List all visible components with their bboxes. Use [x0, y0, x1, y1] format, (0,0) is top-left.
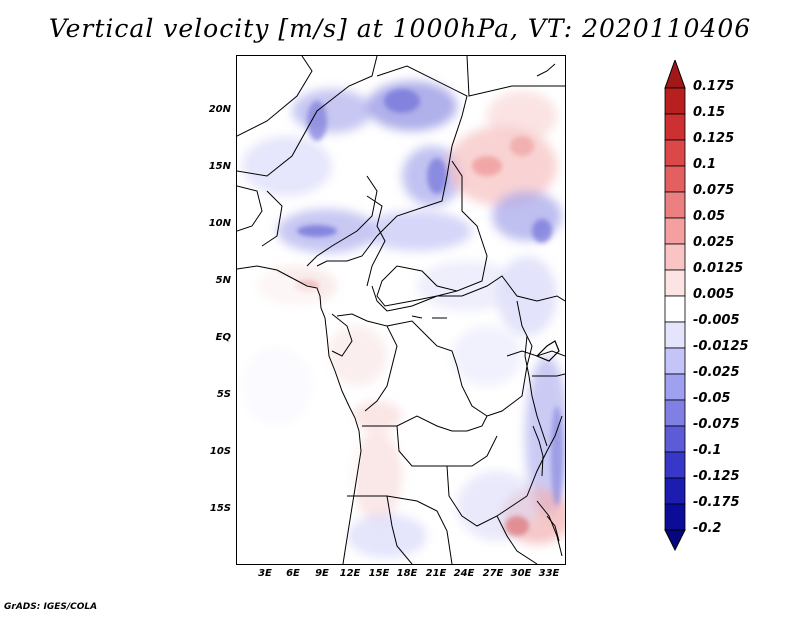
colorbar-segment: [664, 191, 686, 219]
colorbar-segment: [664, 87, 686, 115]
lon-label-27e: 27E: [482, 568, 504, 579]
colorbar-segment: [664, 139, 686, 167]
colorbar-label: 0.15: [693, 105, 726, 120]
colorbar-label: 0.05: [693, 209, 726, 224]
colorbar-segment: [664, 373, 686, 401]
colorbar-label: -0.05: [693, 391, 731, 406]
lat-label-5n: 5N: [215, 275, 231, 286]
map-title: Vertical velocity [m/s] at 1000hPa, VT: …: [48, 14, 752, 43]
colorbar-label: 0.075: [693, 183, 735, 198]
colorbar-top-arrow: [664, 60, 686, 89]
lon-label-9e: 9E: [315, 568, 329, 579]
colorbar-label: 0.175: [693, 79, 735, 94]
lat-label-eq: EQ: [215, 332, 231, 343]
lat-label-10n: 10N: [208, 218, 231, 229]
lon-label-15e: 15E: [368, 568, 390, 579]
map-svg: [237, 56, 565, 564]
lat-label-10s: 10S: [209, 446, 231, 457]
colorbar-label: 0.125: [693, 131, 735, 146]
colorbar-label: -0.005: [693, 313, 740, 328]
colorbar-segment: [664, 165, 686, 193]
colorbar-segment: [664, 243, 686, 271]
colorbar-segment: [664, 503, 686, 531]
colorbar-segment: [664, 451, 686, 479]
colorbar-segment: [664, 321, 686, 349]
colorbar-label: 0.0125: [693, 261, 744, 276]
colorbar-label: 0.005: [693, 287, 735, 302]
lat-label-15s: 15S: [209, 503, 231, 514]
lat-label-5s: 5S: [216, 389, 231, 400]
ocean-area: [237, 269, 362, 564]
colorbar-segment: [664, 477, 686, 505]
map-plot-area: [236, 55, 566, 565]
colorbar-label: -0.075: [693, 417, 740, 432]
lat-label-20n: 20N: [208, 104, 231, 115]
colorbar-label: -0.175: [693, 495, 740, 510]
lon-label-21e: 21E: [425, 568, 447, 579]
colorbar-segment: [664, 113, 686, 141]
colorbar-bottom-arrow: [664, 529, 686, 552]
lon-label-6e: 6E: [286, 568, 300, 579]
colorbar-segment: [664, 399, 686, 427]
lon-label-30e: 30E: [510, 568, 532, 579]
colorbar-label: 0.025: [693, 235, 735, 250]
lon-label-18e: 18E: [396, 568, 418, 579]
colorbar: [664, 60, 686, 552]
colorbar-segment: [664, 295, 686, 323]
lon-label-24e: 24E: [453, 568, 475, 579]
colorbar-label: -0.0125: [693, 339, 749, 354]
lon-label-12e: 12E: [339, 568, 361, 579]
colorbar-segment: [664, 425, 686, 453]
lon-label-33e: 33E: [538, 568, 560, 579]
colorbar-segment: [664, 269, 686, 297]
lat-label-15n: 15N: [208, 161, 231, 172]
grads-credit: GrADS: IGES/COLA: [4, 602, 98, 612]
lon-label-3e: 3E: [258, 568, 272, 579]
colorbar-label: -0.1: [693, 443, 722, 458]
colorbar-segment: [664, 217, 686, 245]
country-borders: [237, 56, 565, 564]
colorbar-segment: [664, 347, 686, 375]
colorbar-label: -0.025: [693, 365, 740, 380]
colorbar-label: 0.1: [693, 157, 717, 172]
colorbar-label: -0.125: [693, 469, 740, 484]
colorbar-label: -0.2: [693, 521, 722, 536]
